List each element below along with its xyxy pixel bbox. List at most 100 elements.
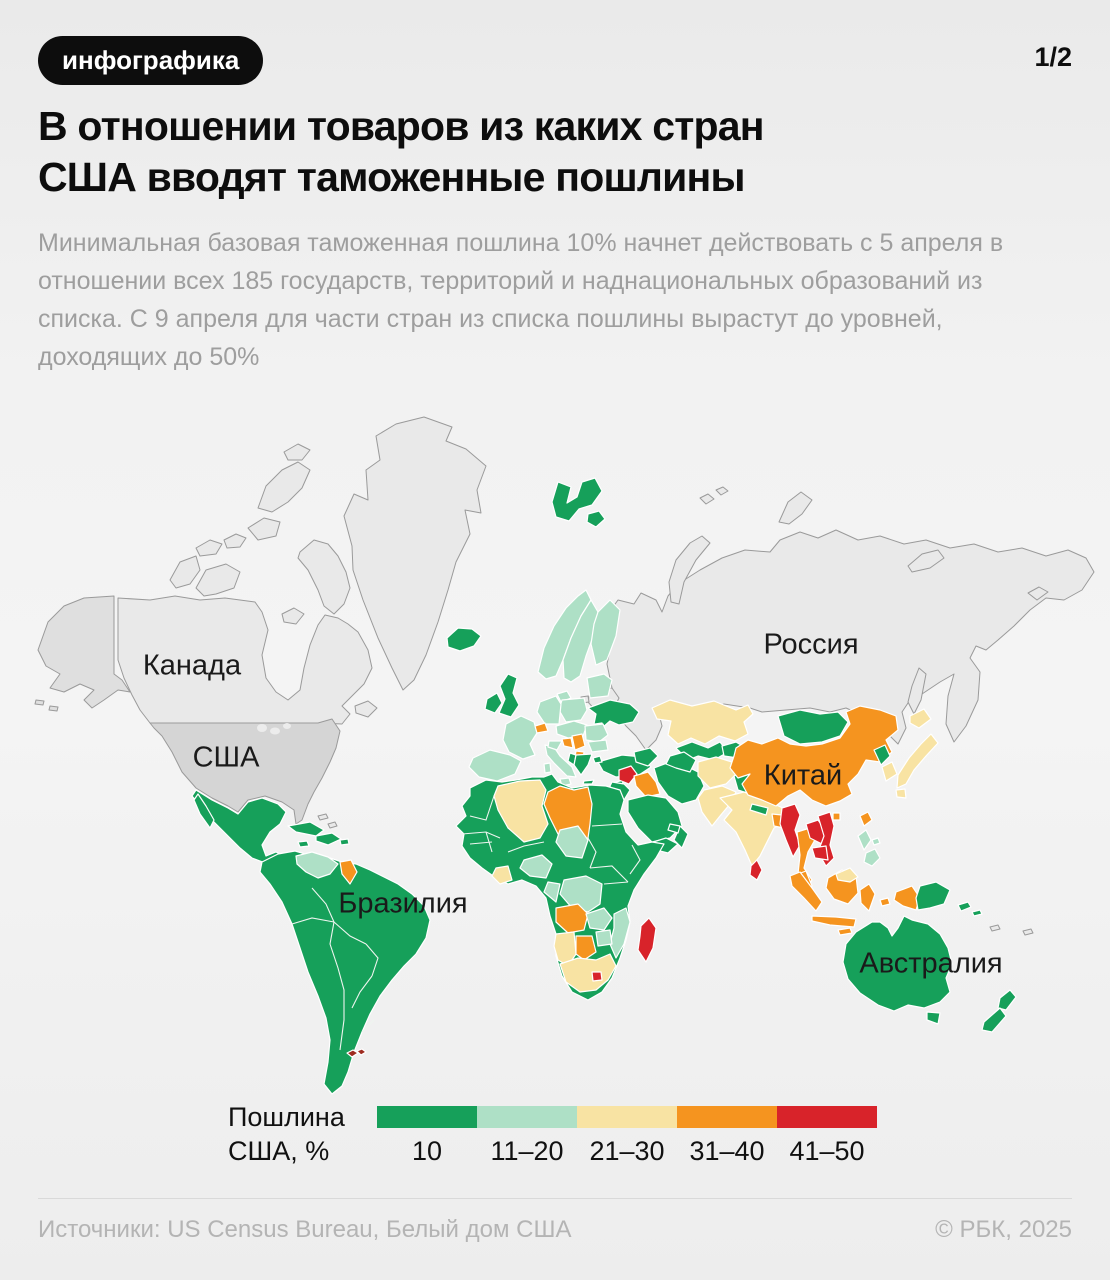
country-north-korea [873,744,891,766]
legend-swatch-41-50 [777,1106,877,1128]
country-australia [842,915,953,1012]
legend-bar [377,1106,877,1128]
title-line-1: В отношении товаров из каких стран [38,103,765,149]
country-oman [673,825,689,849]
page-title: В отношении товаров из каких стран США в… [38,101,765,203]
country-germany [536,695,562,725]
legend-title-line1: Пошлина [228,1102,345,1132]
country-puerto-rico [339,838,350,846]
country-poland [558,697,588,723]
country-japan-kyushu [895,788,907,799]
country-malaysia-borneo [835,867,859,883]
country-romania [584,723,609,743]
country-zimbabwe [595,929,613,947]
country-japan-honshu [896,733,939,789]
country-syria [618,765,638,785]
legend-title-line2: США, % [228,1136,330,1167]
footer-divider [38,1198,1072,1199]
country-severnaya-zemlya [778,491,813,525]
country-nigeria [519,854,553,879]
country-zambia [585,907,613,931]
country-south-korea [881,761,898,782]
country-ukraine [587,699,640,729]
legend-label-11-20: 11–20 [490,1136,564,1166]
map-label-brazil: Бразилия [338,887,468,920]
country-tasmania [926,1011,941,1025]
country-taiwan [859,811,873,827]
country-venezuela [295,851,339,879]
country-new-siberian [907,549,945,573]
country-afghanistan [697,756,737,789]
map-label-australia: Австралия [859,947,1003,980]
legend-label-10: 10 [411,1136,443,1166]
footer-sources: Источники: US Census Bureau, Белый дом С… [38,1216,572,1243]
legend-label-21-30: 21–30 [589,1136,665,1166]
map-label-china: Китай [763,759,843,792]
country-canada-victoria [195,563,241,597]
country-uae [667,823,681,834]
country-serbia [571,733,586,751]
legend-title: Пошлина США, % [228,1100,345,1168]
country-mexico-baja [193,793,215,829]
footer-copyright: © РБК, 2025 [935,1216,1072,1243]
country-wrangel [1027,586,1049,601]
country-canada-newfoundland [354,700,378,718]
country-sumatra [789,871,823,912]
country-saudi [627,794,683,843]
country-cambodia [811,845,829,861]
country-sri-lanka [749,859,763,881]
country-franz-josef [699,486,729,505]
country-madagascar [637,917,657,963]
country-switzerland [534,722,549,734]
country-france [502,715,538,760]
country-philippines [857,829,881,867]
great-lakes-2 [270,727,280,735]
country-mozambique [609,907,631,959]
legend-swatch-21-30 [577,1106,677,1128]
country-cuba [287,821,325,837]
africa-borders [461,795,641,885]
country-iceland [446,627,482,652]
country-turkmenistan [665,751,697,773]
country-maluku [879,897,891,907]
country-nepal [749,803,769,816]
great-lakes-3 [283,723,291,729]
country-greece [573,753,593,776]
country-novaya-zemlya [668,535,711,605]
title-line-2: США вводят таможенные пошлины [38,153,745,200]
country-svalbard [551,477,606,528]
country-pacific-islets [989,924,1034,936]
country-canada-banks [169,555,201,589]
great-lakes-1 [257,724,267,732]
country-lesotho [591,971,603,982]
infographic-badge: инфографика [38,36,264,85]
legend-labels: 10 11–20 21–30 31–40 41–50 [377,1136,877,1167]
country-south-africa [559,953,617,993]
country-hispaniola [315,832,342,846]
country-russia [604,529,1095,751]
legend-swatch-10 [377,1106,477,1128]
country-canada-baffin [297,539,351,615]
country-baltics [586,673,613,699]
country-mongolia [777,709,849,745]
country-angola [555,903,589,934]
country-croatia [547,740,563,751]
country-bahamas [317,813,338,829]
country-japan-hokkaido [909,708,932,729]
country-falklands [346,1048,367,1058]
country-iberia [468,749,522,782]
country-sakhalin [907,667,927,715]
legend-swatch-31-40 [677,1106,777,1128]
country-canada-devon [247,517,281,541]
country-solomon [957,901,983,917]
country-iraq [633,771,661,798]
country-myanmar [779,803,801,858]
page-indicator: 1/2 [1034,42,1072,72]
country-hainan [832,812,841,821]
country-greenland [343,416,487,691]
map-label-usa: США [192,741,260,774]
subtitle: Минимальная базовая таможенная пошлина 1… [38,229,1004,371]
country-china [729,705,899,807]
country-bulgaria [587,739,609,753]
